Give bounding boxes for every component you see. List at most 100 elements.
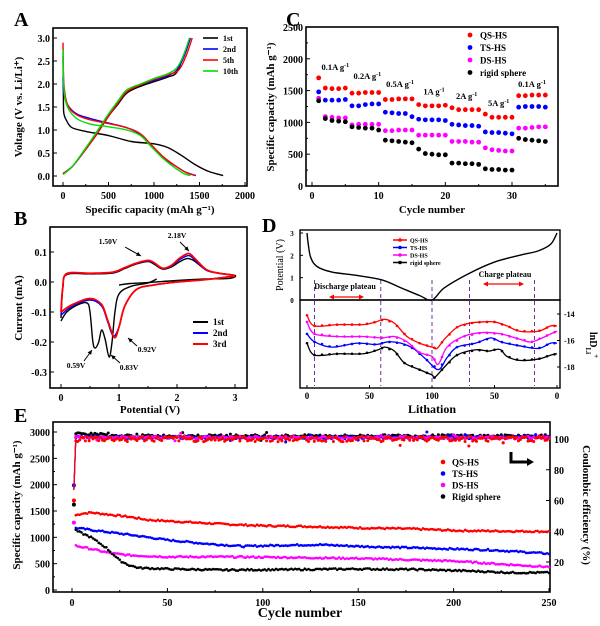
peak-annotation: 0.83V — [120, 363, 139, 372]
x-tick-label: 0 — [310, 191, 315, 202]
y-axis-label: Voltage (V vs. Li/Li⁺) — [13, 56, 25, 157]
efficiency-point-QS-HS — [196, 439, 200, 443]
capacity-point-Rigid sphere — [482, 570, 486, 574]
capacity-point-Rigid sphere — [225, 567, 228, 571]
capacity-point-DS-HS — [145, 555, 148, 558]
lnd-point-DS-HS — [433, 358, 436, 361]
capacity-point-QS-HS — [490, 529, 494, 533]
lnd-point-DS-HS — [508, 335, 511, 338]
panel-label-e: E — [14, 405, 27, 427]
efficiency-point-QS-HS — [412, 439, 416, 443]
capacity-point-Rigid sphere — [71, 502, 76, 507]
capacity-point-QS-HS — [129, 515, 133, 519]
discharge-plateau-label: Discharge plateau — [314, 282, 376, 291]
efficiency-point-QS-HS — [116, 436, 120, 440]
lnd-point-rigid sphere — [403, 361, 406, 365]
capacity-point-Rigid sphere — [99, 542, 102, 546]
capacity-point-DS-HS — [240, 554, 244, 558]
capacity-point-Rigid sphere — [448, 568, 452, 572]
capacity-point-Rigid sphere — [89, 535, 93, 539]
capacity-point-TS-HS — [494, 548, 497, 552]
capacity-point-Rigid sphere — [421, 567, 425, 571]
efficiency-point-QS-HS — [421, 436, 425, 440]
data-point-QS-HS — [369, 90, 375, 95]
capacity-point-DS-HS — [410, 558, 413, 561]
capacity-point-Rigid sphere — [513, 571, 516, 575]
arrowhead — [87, 350, 92, 355]
data-point-DS-HS — [369, 121, 375, 127]
data-point-TS-HS — [429, 117, 435, 123]
efficiency-point-QS-HS — [354, 437, 358, 441]
lnd-point-TS-HS — [320, 342, 324, 346]
lnd-point-DS-HS — [365, 335, 369, 339]
capacity-point-Rigid sphere — [253, 568, 257, 572]
capacity-point-DS-HS — [335, 557, 339, 560]
capacity-point-Rigid sphere — [116, 556, 120, 560]
capacity-point-QS-HS — [185, 520, 188, 524]
efficiency-point-QS-HS — [135, 438, 139, 442]
capacity-point-Rigid sphere — [417, 567, 421, 571]
data-point-QS-HS — [409, 96, 415, 102]
capacity-point-DS-HS — [402, 558, 406, 562]
data-point-rigid sphere — [356, 125, 362, 130]
capacity-point-TS-HS — [242, 545, 246, 549]
capacity-point-TS-HS — [467, 548, 471, 552]
capacity-point-Rigid sphere — [519, 571, 522, 575]
cv-anodic-3rd — [60, 252, 236, 313]
lnd-point-rigid sphere — [425, 371, 429, 375]
capacity-point-QS-HS — [225, 522, 228, 526]
data-point-DS-HS — [402, 127, 408, 133]
efficiency-point-Rigid sphere — [196, 433, 200, 437]
data-point-rigid sphere — [529, 137, 535, 143]
capacity-point-DS-HS — [326, 556, 329, 560]
capacity-point-QS-HS — [265, 525, 268, 528]
y-tick-label: 0 — [290, 297, 294, 305]
lnd-point-QS-HS — [418, 341, 421, 345]
data-point-rigid sphere — [436, 152, 442, 158]
data-point-rigid sphere — [349, 124, 355, 130]
data-point-rigid sphere — [489, 167, 495, 172]
capacity-point-TS-HS — [188, 540, 192, 544]
capacity-point-TS-HS — [154, 537, 158, 541]
capacity-point-DS-HS — [181, 555, 184, 559]
efficiency-point-QS-HS — [148, 436, 152, 440]
capacity-point-QS-HS — [230, 523, 234, 527]
capacity-point-QS-HS — [126, 515, 129, 519]
y-tick-label: 1.0 — [38, 126, 51, 137]
arrowhead — [329, 294, 334, 300]
capacity-point-Rigid sphere — [91, 537, 95, 540]
lnd-point-TS-HS — [530, 346, 534, 349]
capacity-point-TS-HS — [295, 543, 299, 546]
capacity-point-QS-HS — [282, 524, 286, 527]
data-point-rigid sphere — [389, 138, 395, 144]
cv-anodic-1st — [60, 257, 237, 319]
capacity-point-TS-HS — [482, 548, 486, 552]
efficiency-point-QS-HS — [265, 439, 269, 443]
lnd-point-rigid sphere — [373, 349, 376, 353]
data-point-DS-HS — [449, 139, 455, 144]
lnd-point-DS-HS — [328, 334, 331, 337]
curve-discharge-5th — [62, 42, 196, 177]
efficiency-point-QS-HS — [288, 438, 292, 442]
rate-label: 1A g-1 — [423, 86, 444, 96]
efficiency-point-QS-HS — [198, 435, 202, 439]
capacity-point-DS-HS — [305, 556, 308, 560]
data-point-rigid sphere — [376, 127, 382, 133]
capacity-point-TS-HS — [486, 547, 490, 551]
y-tick-label-right: 20 — [554, 558, 564, 569]
data-point-DS-HS — [509, 148, 515, 154]
capacity-point-DS-HS — [341, 556, 345, 559]
efficiency-point-QS-HS — [492, 437, 496, 441]
capacity-point-DS-HS — [364, 556, 368, 560]
x-tick-label: 50 — [490, 391, 500, 401]
x-tick-label: 20 — [440, 191, 450, 202]
capacity-point-TS-HS — [129, 533, 133, 537]
capacity-point-DS-HS — [219, 554, 223, 558]
capacity-point-TS-HS — [473, 547, 476, 551]
capacity-point-DS-HS — [187, 556, 190, 559]
capacity-point-DS-HS — [492, 561, 495, 565]
lnd-point-rigid sphere — [523, 358, 526, 362]
capacity-point-QS-HS — [204, 522, 207, 525]
efficiency-point-QS-HS — [389, 436, 393, 440]
capacity-point-DS-HS — [532, 565, 536, 569]
